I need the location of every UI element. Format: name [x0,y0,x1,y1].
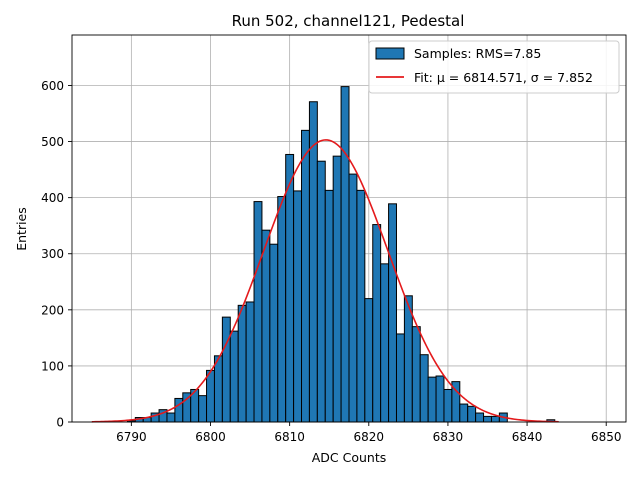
x-tick-label: 6790 [116,430,147,444]
y-tick-label: 100 [41,359,64,373]
histogram-bar [166,412,176,423]
histogram-bar [198,395,208,423]
histogram-bar [427,376,437,423]
histogram-bar [388,203,397,423]
y-tick-label: 200 [41,303,64,317]
histogram-bar [443,388,453,423]
plot-frame [71,34,627,423]
histogram-bar [277,196,287,423]
legend-fit-label: Fit: μ = 6814.571, σ = 7.852 [414,70,593,85]
histogram-bar [332,155,342,423]
histogram-bar [261,229,271,423]
histogram-bar [372,224,382,423]
histogram-bar [467,405,477,423]
histogram-bar [490,415,500,423]
histogram-bar [269,243,279,423]
histogram-bar [308,101,318,423]
histogram-bar [435,375,445,423]
legend-histogram-label: Samples: RMS=7.85 [414,46,541,61]
histogram-bar [403,295,413,423]
legend-histogram-swatch [375,47,405,60]
legend: Samples: RMS=7.85 Fit: μ = 6814.571, σ =… [368,40,620,94]
histogram-bar [483,415,492,423]
histogram-bar [356,189,366,423]
histogram-bar [419,354,429,423]
histogram-bar [340,86,350,423]
y-tick-label: 500 [41,135,64,149]
x-tick-label: 6820 [354,430,385,444]
histogram-bar [348,173,358,423]
x-tick-label: 6830 [433,430,464,444]
histogram-bar [253,201,263,423]
legend-box [368,40,620,94]
histogram-bar [213,355,223,423]
histogram-bar [316,160,326,423]
x-tick-label: 6840 [512,430,543,444]
x-axis-label: ADC Counts [312,450,387,465]
chart-title: Run 502, channel121, Pedestal [232,12,465,30]
histogram-bar [364,298,374,423]
histogram-bars [126,86,556,423]
histogram-bar [293,190,303,423]
x-tick-label: 6810 [274,430,305,444]
histogram-bar [324,189,334,423]
histogram-bar [459,403,469,423]
x-axis-ticks: 6790 6800 6810 6820 6830 6840 6850 [116,422,621,444]
x-tick-label: 6800 [195,430,226,444]
histogram-bar [395,333,405,423]
y-tick-label: 300 [41,247,64,261]
y-tick-label: 0 [56,416,64,430]
y-axis-ticks: 0 100 200 300 400 500 600 [41,79,72,430]
fit-curve [91,139,559,423]
histogram-bar [380,263,390,423]
histogram-bar [237,304,247,423]
y-tick-label: 600 [41,79,64,93]
histogram-bar [285,153,295,423]
histogram-bar [301,129,310,423]
y-tick-label: 400 [41,191,64,205]
x-tick-label: 6850 [591,430,622,444]
histogram-bar [475,412,485,423]
histogram-bar [411,326,421,423]
histogram-bar [245,301,255,423]
histogram-bar [221,316,231,423]
histogram-bar [229,330,239,423]
histogram-bar [206,369,215,423]
y-axis-label: Entries [14,207,29,251]
